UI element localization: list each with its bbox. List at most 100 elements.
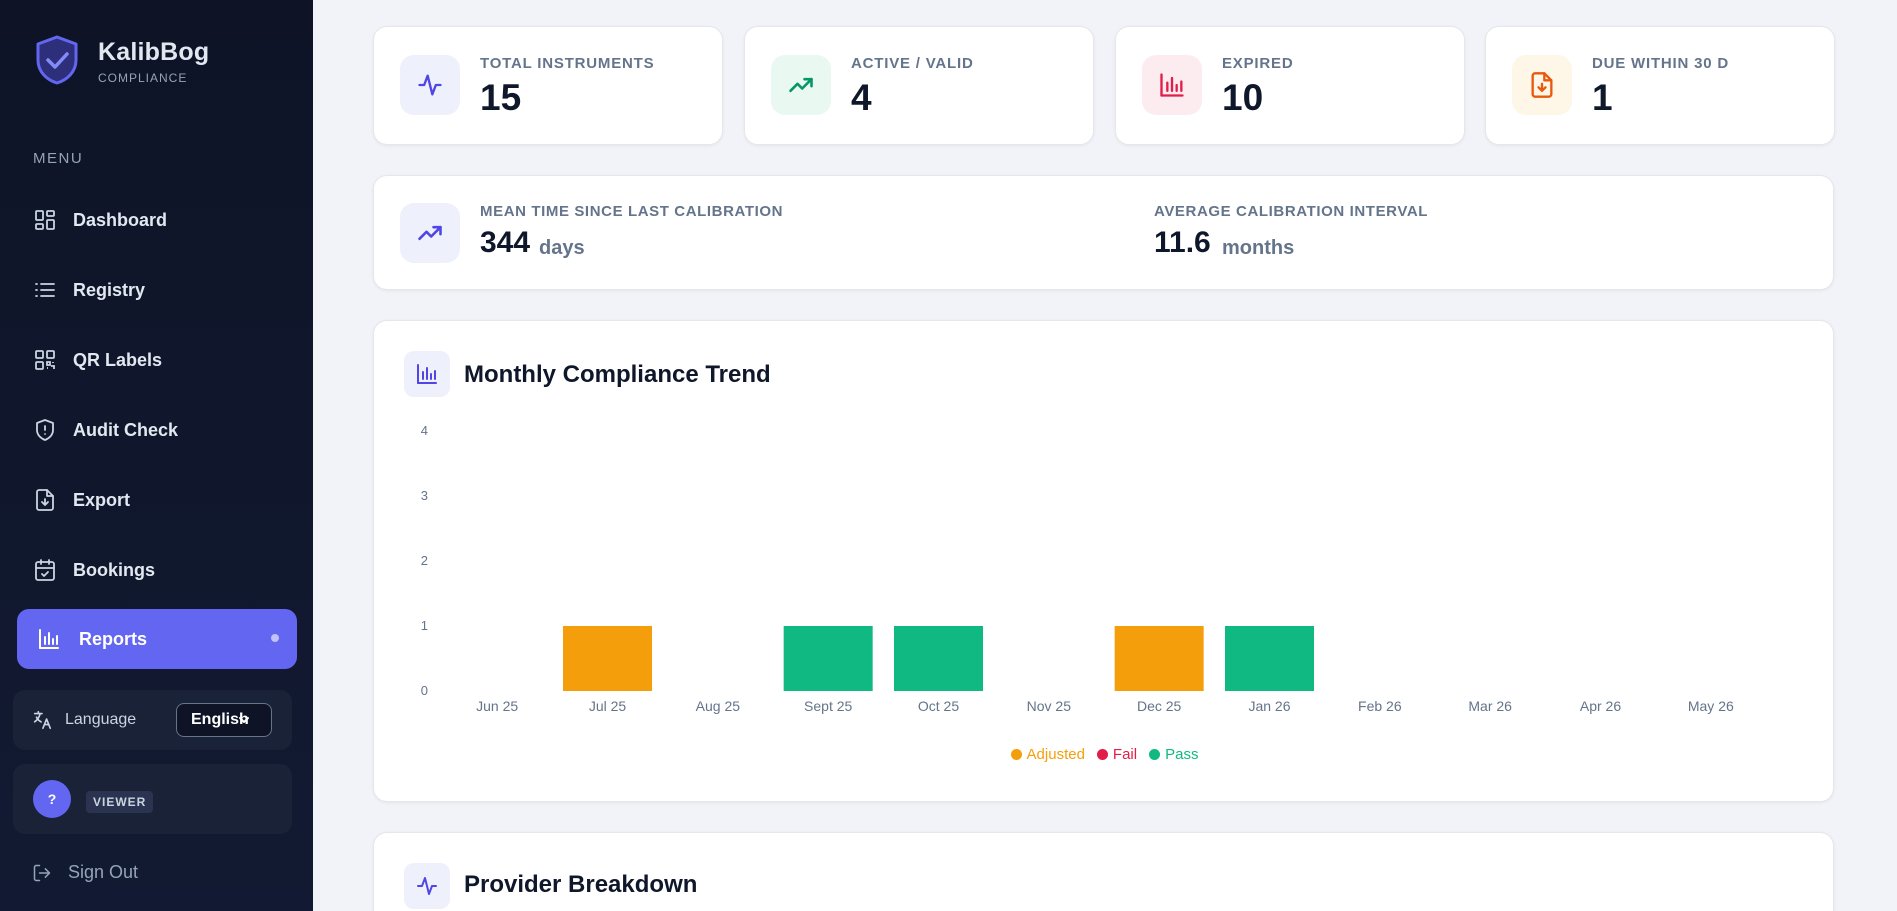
file-download-icon [1512,55,1572,115]
translate-icon [33,710,52,730]
x-tick-label: Nov 25 [1027,698,1072,714]
legend-dot [1010,749,1022,760]
shield-alert-icon [36,419,54,441]
avg-interval-unit: months [1222,237,1295,259]
role-badge: VIEWER [86,791,154,813]
sidebar: KalibBog COMPLIANCE MENU Dashboard Regis… [0,0,313,911]
stat-label: DUE WITHIN 30 D [1592,55,1730,72]
provider-breakdown-card: Provider Breakdown [373,832,1834,911]
calibration-metrics-card: MEAN TIME SINCE LAST CALIBRATION 344 day… [373,175,1834,290]
language-value: English [191,711,249,728]
x-tick-label: Oct 25 [918,698,959,714]
logout-icon [33,864,51,881]
shield-check-logo-icon [36,35,78,85]
list-icon [35,283,55,297]
language-select[interactable]: English [176,703,272,737]
x-tick-label: Sept 25 [804,698,852,714]
brand-name: KalibBog [98,38,210,66]
y-tick-label: 0 [421,683,428,698]
x-tick-label: Jan 26 [1248,698,1290,714]
active-indicator [271,634,279,642]
x-tick-label: Aug 25 [696,698,741,714]
sidebar-item-label: QR Labels [73,349,163,370]
sidebar-item-label: Audit Check [73,419,179,440]
menu-title: MENU [33,150,84,167]
stat-value: 10 [1222,77,1264,118]
provider-breakdown-title: Provider Breakdown [464,871,698,898]
stat-value: 15 [480,77,522,118]
stat-value: 4 [851,77,872,118]
stat-card-due-30d: DUE WITHIN 30 D 1 [1485,26,1835,145]
stat-label: EXPIRED [1222,55,1294,72]
bar-adjusted-dec-25[interactable] [1114,626,1204,691]
bar-pass-oct-25[interactable] [894,626,983,691]
stat-card-total-instruments: TOTAL INSTRUMENTS 15 [373,26,723,145]
legend-dot [1149,749,1161,760]
x-tick-label: May 26 [1688,698,1734,714]
bar-pass-sept-25[interactable] [783,626,873,691]
sidebar-item-dashboard[interactable]: Dashboard [17,191,297,249]
language-label: Language [65,711,137,728]
brand-subtitle: COMPLIANCE [98,71,188,85]
y-tick-label: 2 [421,553,428,568]
bar-adjusted-jul-25[interactable] [563,626,652,691]
sidebar-item-label: Reports [79,628,148,649]
mean-time-unit: days [539,237,585,259]
sidebar-item-label: Export [73,489,131,510]
sidebar-item-audit-check[interactable]: Audit Check [17,401,297,459]
legend-label: Adjusted [1026,746,1085,763]
avatar[interactable]: ? [33,780,71,818]
y-tick-label: 4 [421,423,428,438]
trending-up-icon [771,55,831,115]
legend-label: Fail [1112,746,1138,763]
stat-card-expired: EXPIRED 10 [1115,26,1465,145]
dashboard-icon [35,210,55,230]
stat-label: ACTIVE / VALID [851,55,974,72]
chart-title: Monthly Compliance Trend [464,361,771,388]
mean-time-value: 344 [480,226,531,259]
calendar-check-icon [35,559,55,581]
bar-chart-icon [1142,55,1202,115]
x-tick-label: Apr 26 [1580,698,1621,714]
x-tick-label: Mar 26 [1468,698,1512,714]
chevron-down-icon [239,717,249,723]
legend-dot [1096,749,1108,760]
compliance-bar-chart: 0 1 2 3 4 Jun 25 Jul 25 Aug 25 Sept 25 Oct 25 Nov … [421,423,1734,714]
legend-item-adjusted[interactable]: Adjusted [1010,746,1085,763]
x-tick-label: Jul 25 [589,698,627,714]
activity-icon [404,863,450,909]
bar-chart-icon [39,629,59,649]
monthly-compliance-chart-card: Monthly Compliance Trend 0 1 2 3 4 Jun 25 Jul … [373,320,1834,802]
sidebar-item-label: Registry [73,279,146,300]
sidebar-item-label: Dashboard [73,209,168,230]
sidebar-item-registry[interactable]: Registry [17,261,297,319]
y-tick-label: 1 [421,618,428,633]
x-tick-label: Jun 25 [476,698,518,714]
y-tick-label: 3 [421,488,428,503]
language-switcher: Language English [13,690,292,750]
x-tick-label: Dec 25 [1137,698,1182,714]
legend-item-pass[interactable]: Pass [1149,746,1198,763]
x-tick-label: Feb 26 [1358,698,1402,714]
qr-icon [35,350,55,370]
sign-out-label: Sign Out [68,862,139,882]
sidebar-item-label: Bookings [73,559,156,580]
activity-icon [400,55,460,115]
bar-chart-icon [404,351,450,397]
avg-interval-value: 11.6 [1154,226,1211,259]
chart-legend: Adjusted Fail Pass [374,746,1835,763]
bar-pass-jan-26[interactable] [1225,626,1314,691]
sidebar-item-bookings[interactable]: Bookings [17,541,297,599]
stat-value: 1 [1592,77,1613,118]
file-download-icon [36,489,54,511]
sign-out-button[interactable]: Sign Out [32,862,138,883]
sidebar-item-reports[interactable]: Reports [17,609,297,669]
brand: KalibBog COMPLIANCE [34,34,209,86]
legend-item-fail[interactable]: Fail [1096,746,1138,763]
sidebar-item-qr-labels[interactable]: QR Labels [17,331,297,389]
mean-time-label: MEAN TIME SINCE LAST CALIBRATION [480,203,784,220]
user-panel: ? VIEWER [13,764,292,834]
stat-label: TOTAL INSTRUMENTS [480,55,655,72]
legend-label: Pass [1165,746,1199,763]
sidebar-item-export[interactable]: Export [17,471,297,529]
